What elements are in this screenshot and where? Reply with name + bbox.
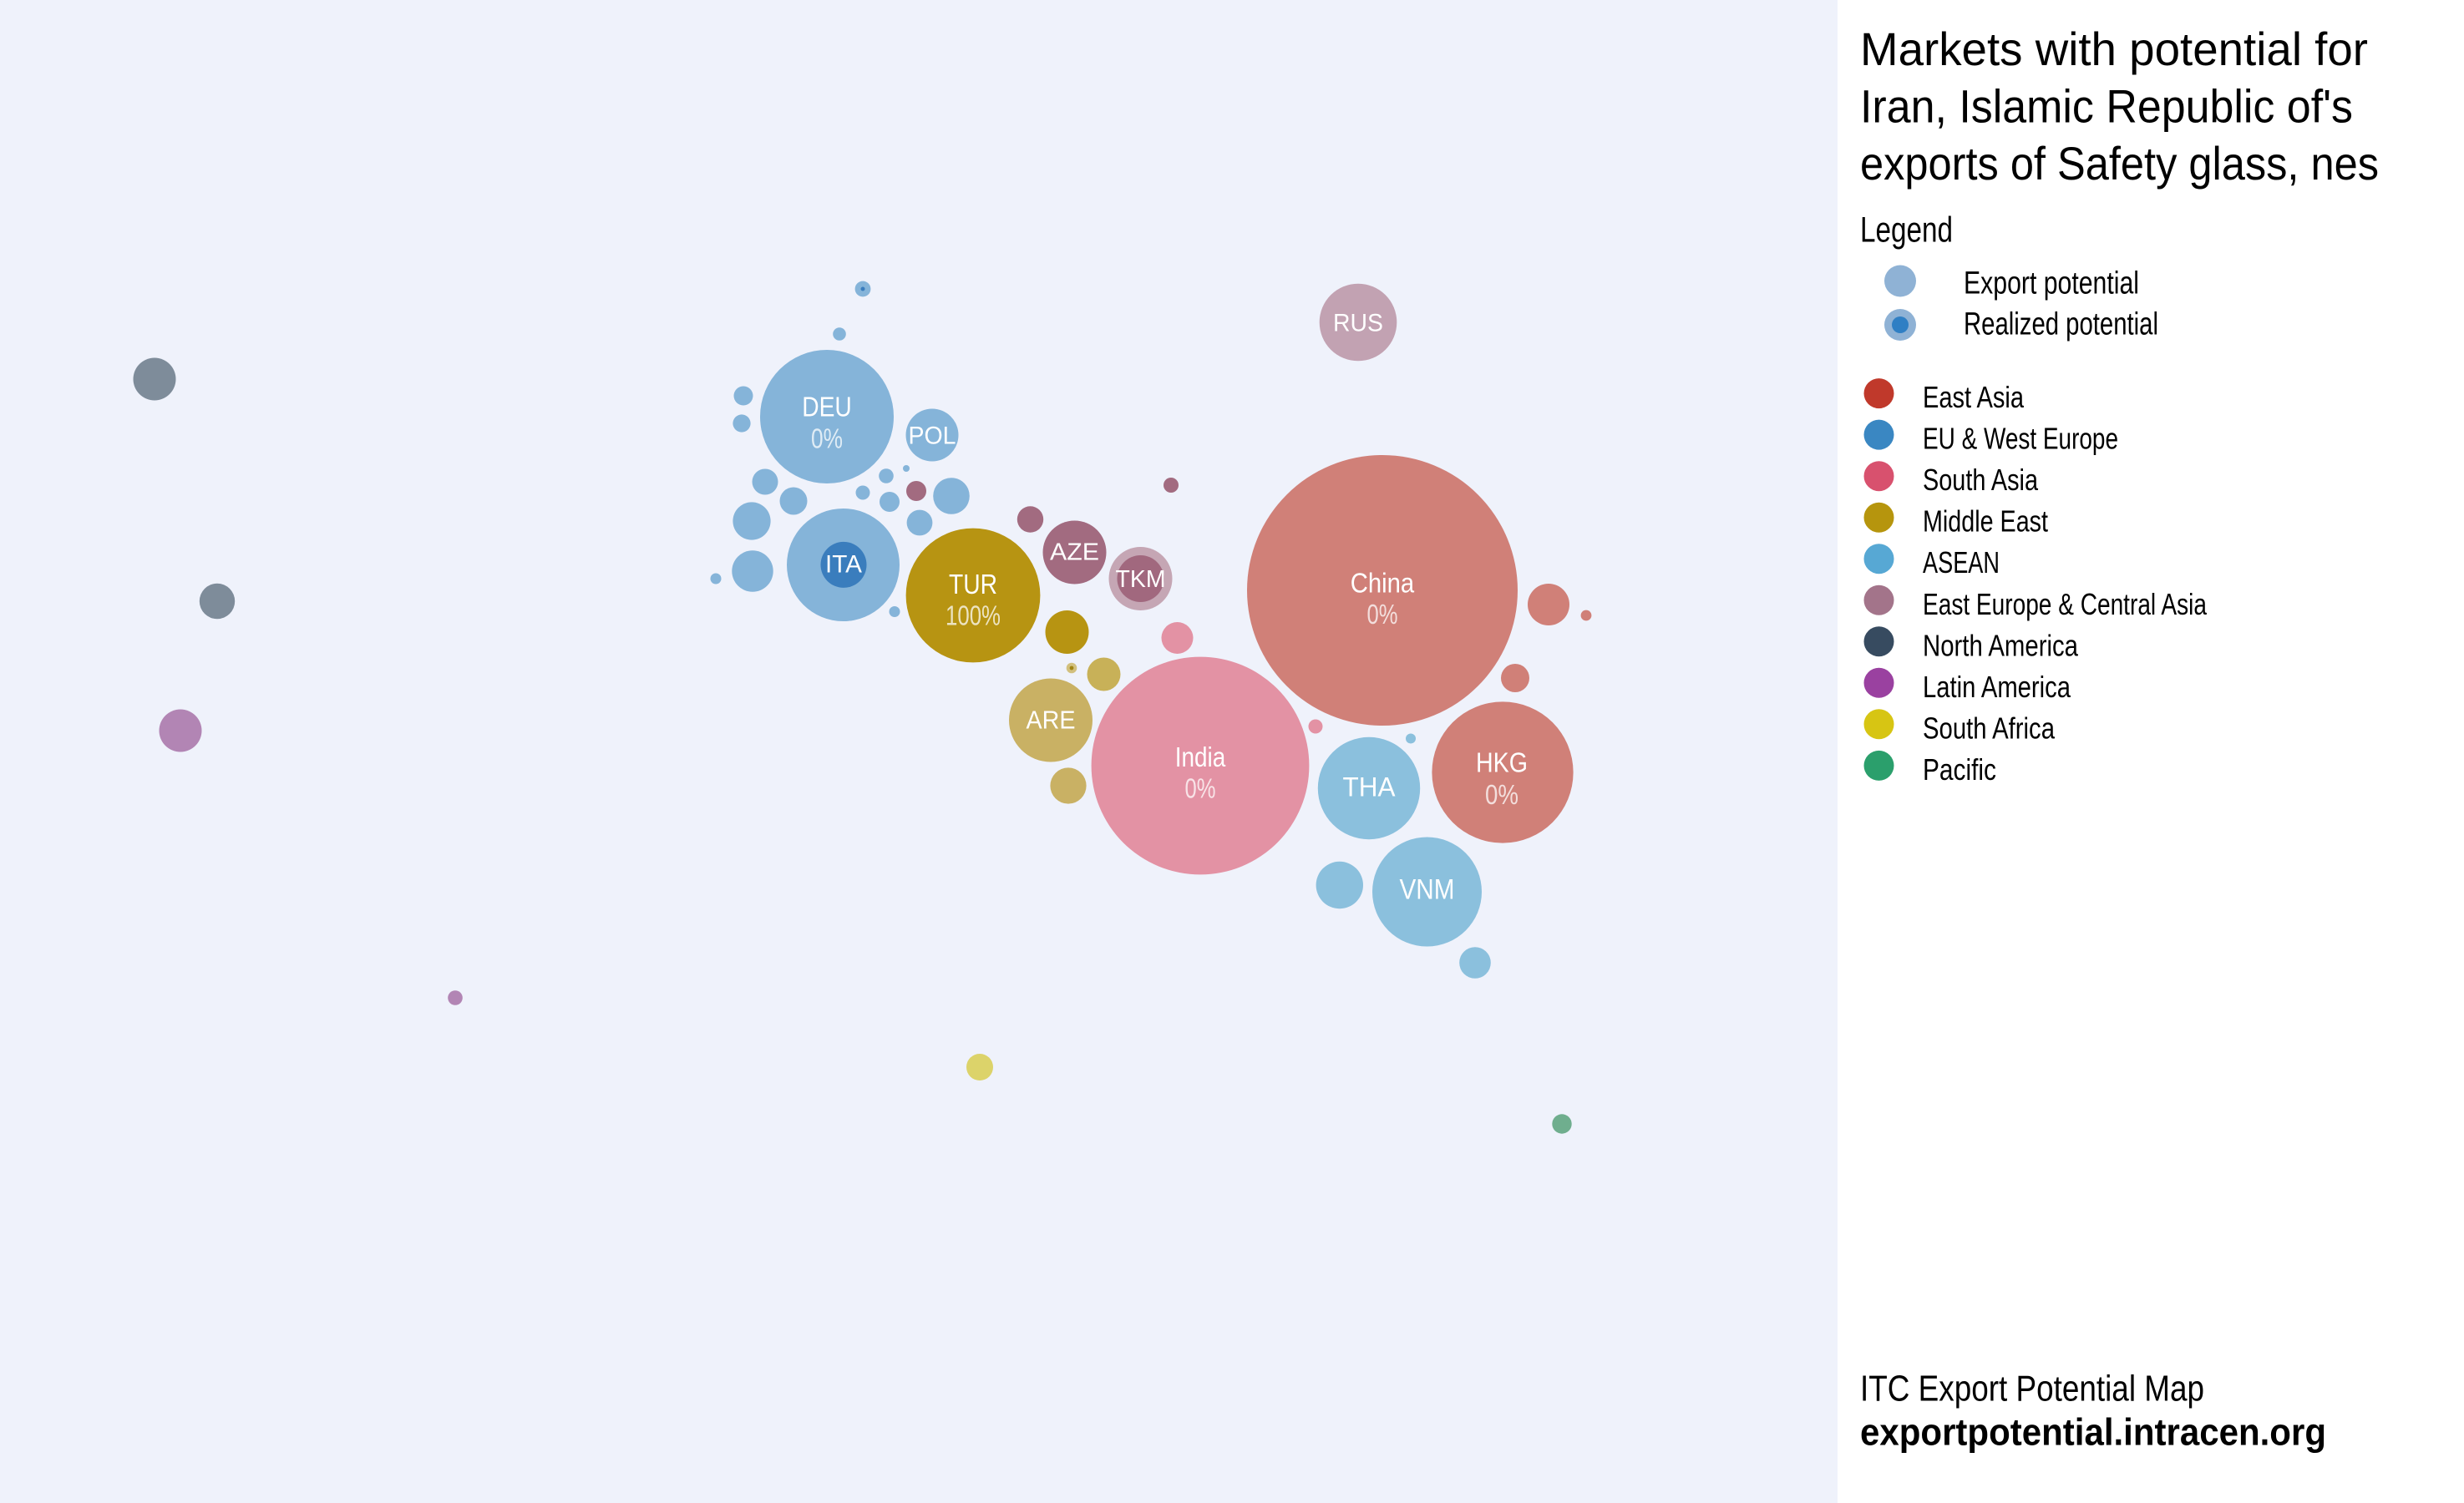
svg-text:TUR: TUR bbox=[949, 569, 997, 600]
svg-text:Middle East: Middle East bbox=[1923, 504, 2048, 539]
svg-text:THA: THA bbox=[1343, 772, 1397, 802]
svg-text:HKG: HKG bbox=[1476, 747, 1528, 778]
svg-text:0%: 0% bbox=[1367, 599, 1398, 630]
svg-text:EU & West Europe: EU & West Europe bbox=[1923, 422, 2118, 456]
svg-text:DEU: DEU bbox=[802, 392, 852, 423]
svg-text:North America: North America bbox=[1923, 628, 2079, 662]
svg-text:TKM: TKM bbox=[1116, 566, 1166, 593]
svg-text:POL: POL bbox=[909, 423, 956, 450]
svg-text:Markets with potential for: Markets with potential for bbox=[1860, 23, 2368, 75]
svg-text:0%: 0% bbox=[1185, 773, 1216, 804]
svg-text:ITC Export Potential Map: ITC Export Potential Map bbox=[1860, 1369, 2204, 1409]
svg-text:0%: 0% bbox=[1485, 779, 1518, 810]
svg-text:Legend: Legend bbox=[1860, 210, 1953, 250]
svg-text:RUS: RUS bbox=[1333, 310, 1383, 337]
svg-text:South Asia: South Asia bbox=[1923, 463, 2039, 497]
svg-text:exports of Safety glass, nes: exports of Safety glass, nes bbox=[1860, 137, 2379, 190]
svg-text:ASEAN: ASEAN bbox=[1923, 545, 2000, 579]
svg-text:AZE: AZE bbox=[1050, 539, 1099, 566]
svg-text:0%: 0% bbox=[811, 423, 843, 454]
svg-text:Realized potential: Realized potential bbox=[1964, 307, 2158, 342]
svg-text:Export potential: Export potential bbox=[1964, 266, 2139, 301]
svg-text:East Asia: East Asia bbox=[1923, 380, 2025, 414]
svg-text:Iran, Islamic Republic of's: Iran, Islamic Republic of's bbox=[1860, 80, 2353, 133]
svg-text:East Europe & Central Asia: East Europe & Central Asia bbox=[1923, 587, 2208, 621]
svg-text:South Africa: South Africa bbox=[1923, 711, 2056, 745]
svg-text:Pacific: Pacific bbox=[1923, 752, 1996, 787]
svg-text:ARE: ARE bbox=[1027, 706, 1076, 735]
svg-text:exportpotential.intracen.org: exportpotential.intracen.org bbox=[1860, 1410, 2326, 1453]
svg-text:VNM: VNM bbox=[1400, 874, 1455, 906]
svg-text:China: China bbox=[1351, 568, 1415, 599]
svg-text:ITA: ITA bbox=[825, 551, 862, 579]
svg-text:Latin America: Latin America bbox=[1923, 670, 2071, 704]
svg-text:100%: 100% bbox=[946, 600, 1001, 631]
svg-text:India: India bbox=[1175, 741, 1226, 772]
